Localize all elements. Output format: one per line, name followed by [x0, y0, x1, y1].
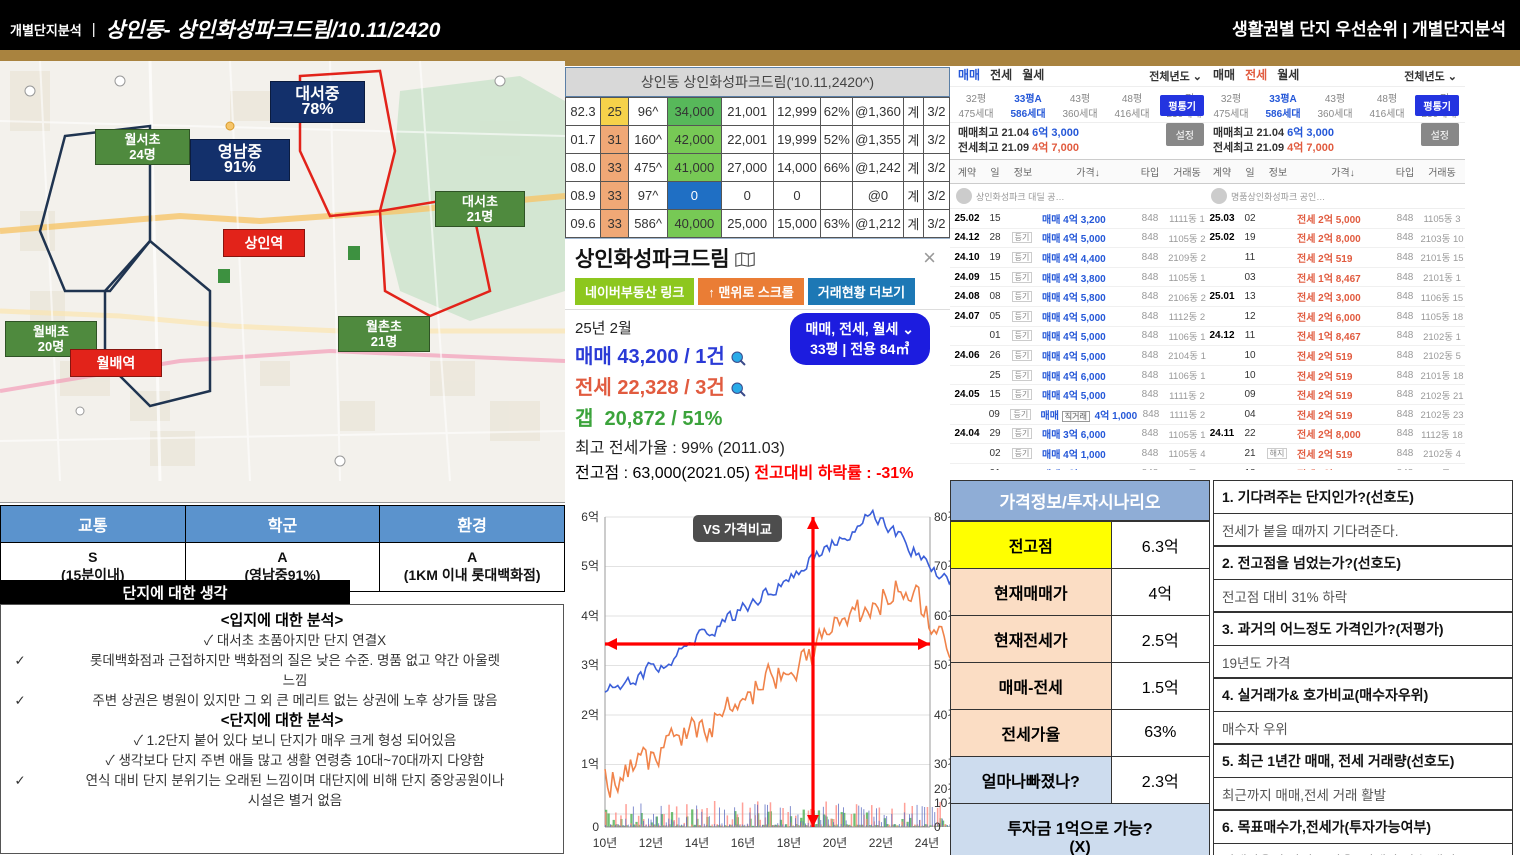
svg-text:60건: 60건 — [934, 609, 950, 623]
svg-text:40건: 40건 — [934, 708, 950, 722]
svg-text:14년: 14년 — [685, 836, 709, 850]
svg-text:30건: 30건 — [934, 757, 950, 771]
svg-text:4억: 4억 — [581, 609, 599, 623]
svg-text:22년: 22년 — [869, 836, 893, 850]
svg-text:70건: 70건 — [934, 559, 950, 573]
svg-text:6억: 6억 — [581, 510, 599, 524]
svg-text:10년: 10년 — [593, 836, 617, 850]
svg-text:0: 0 — [934, 820, 941, 834]
svg-text:18년: 18년 — [777, 836, 801, 850]
svg-text:1억: 1억 — [581, 757, 599, 771]
svg-text:50건: 50건 — [934, 658, 950, 672]
svg-text:12년: 12년 — [639, 836, 663, 850]
svg-text:16년: 16년 — [731, 836, 755, 850]
svg-text:2억: 2억 — [581, 708, 599, 722]
svg-text:0: 0 — [592, 820, 599, 834]
svg-text:80건: 80건 — [934, 510, 950, 524]
svg-text:5억: 5억 — [581, 559, 599, 573]
svg-text:3억: 3억 — [581, 658, 599, 672]
svg-text:20년: 20년 — [823, 836, 847, 850]
svg-text:10건: 10건 — [934, 796, 950, 810]
svg-text:24년: 24년 — [915, 836, 939, 850]
svg-text:20건: 20건 — [934, 782, 950, 796]
